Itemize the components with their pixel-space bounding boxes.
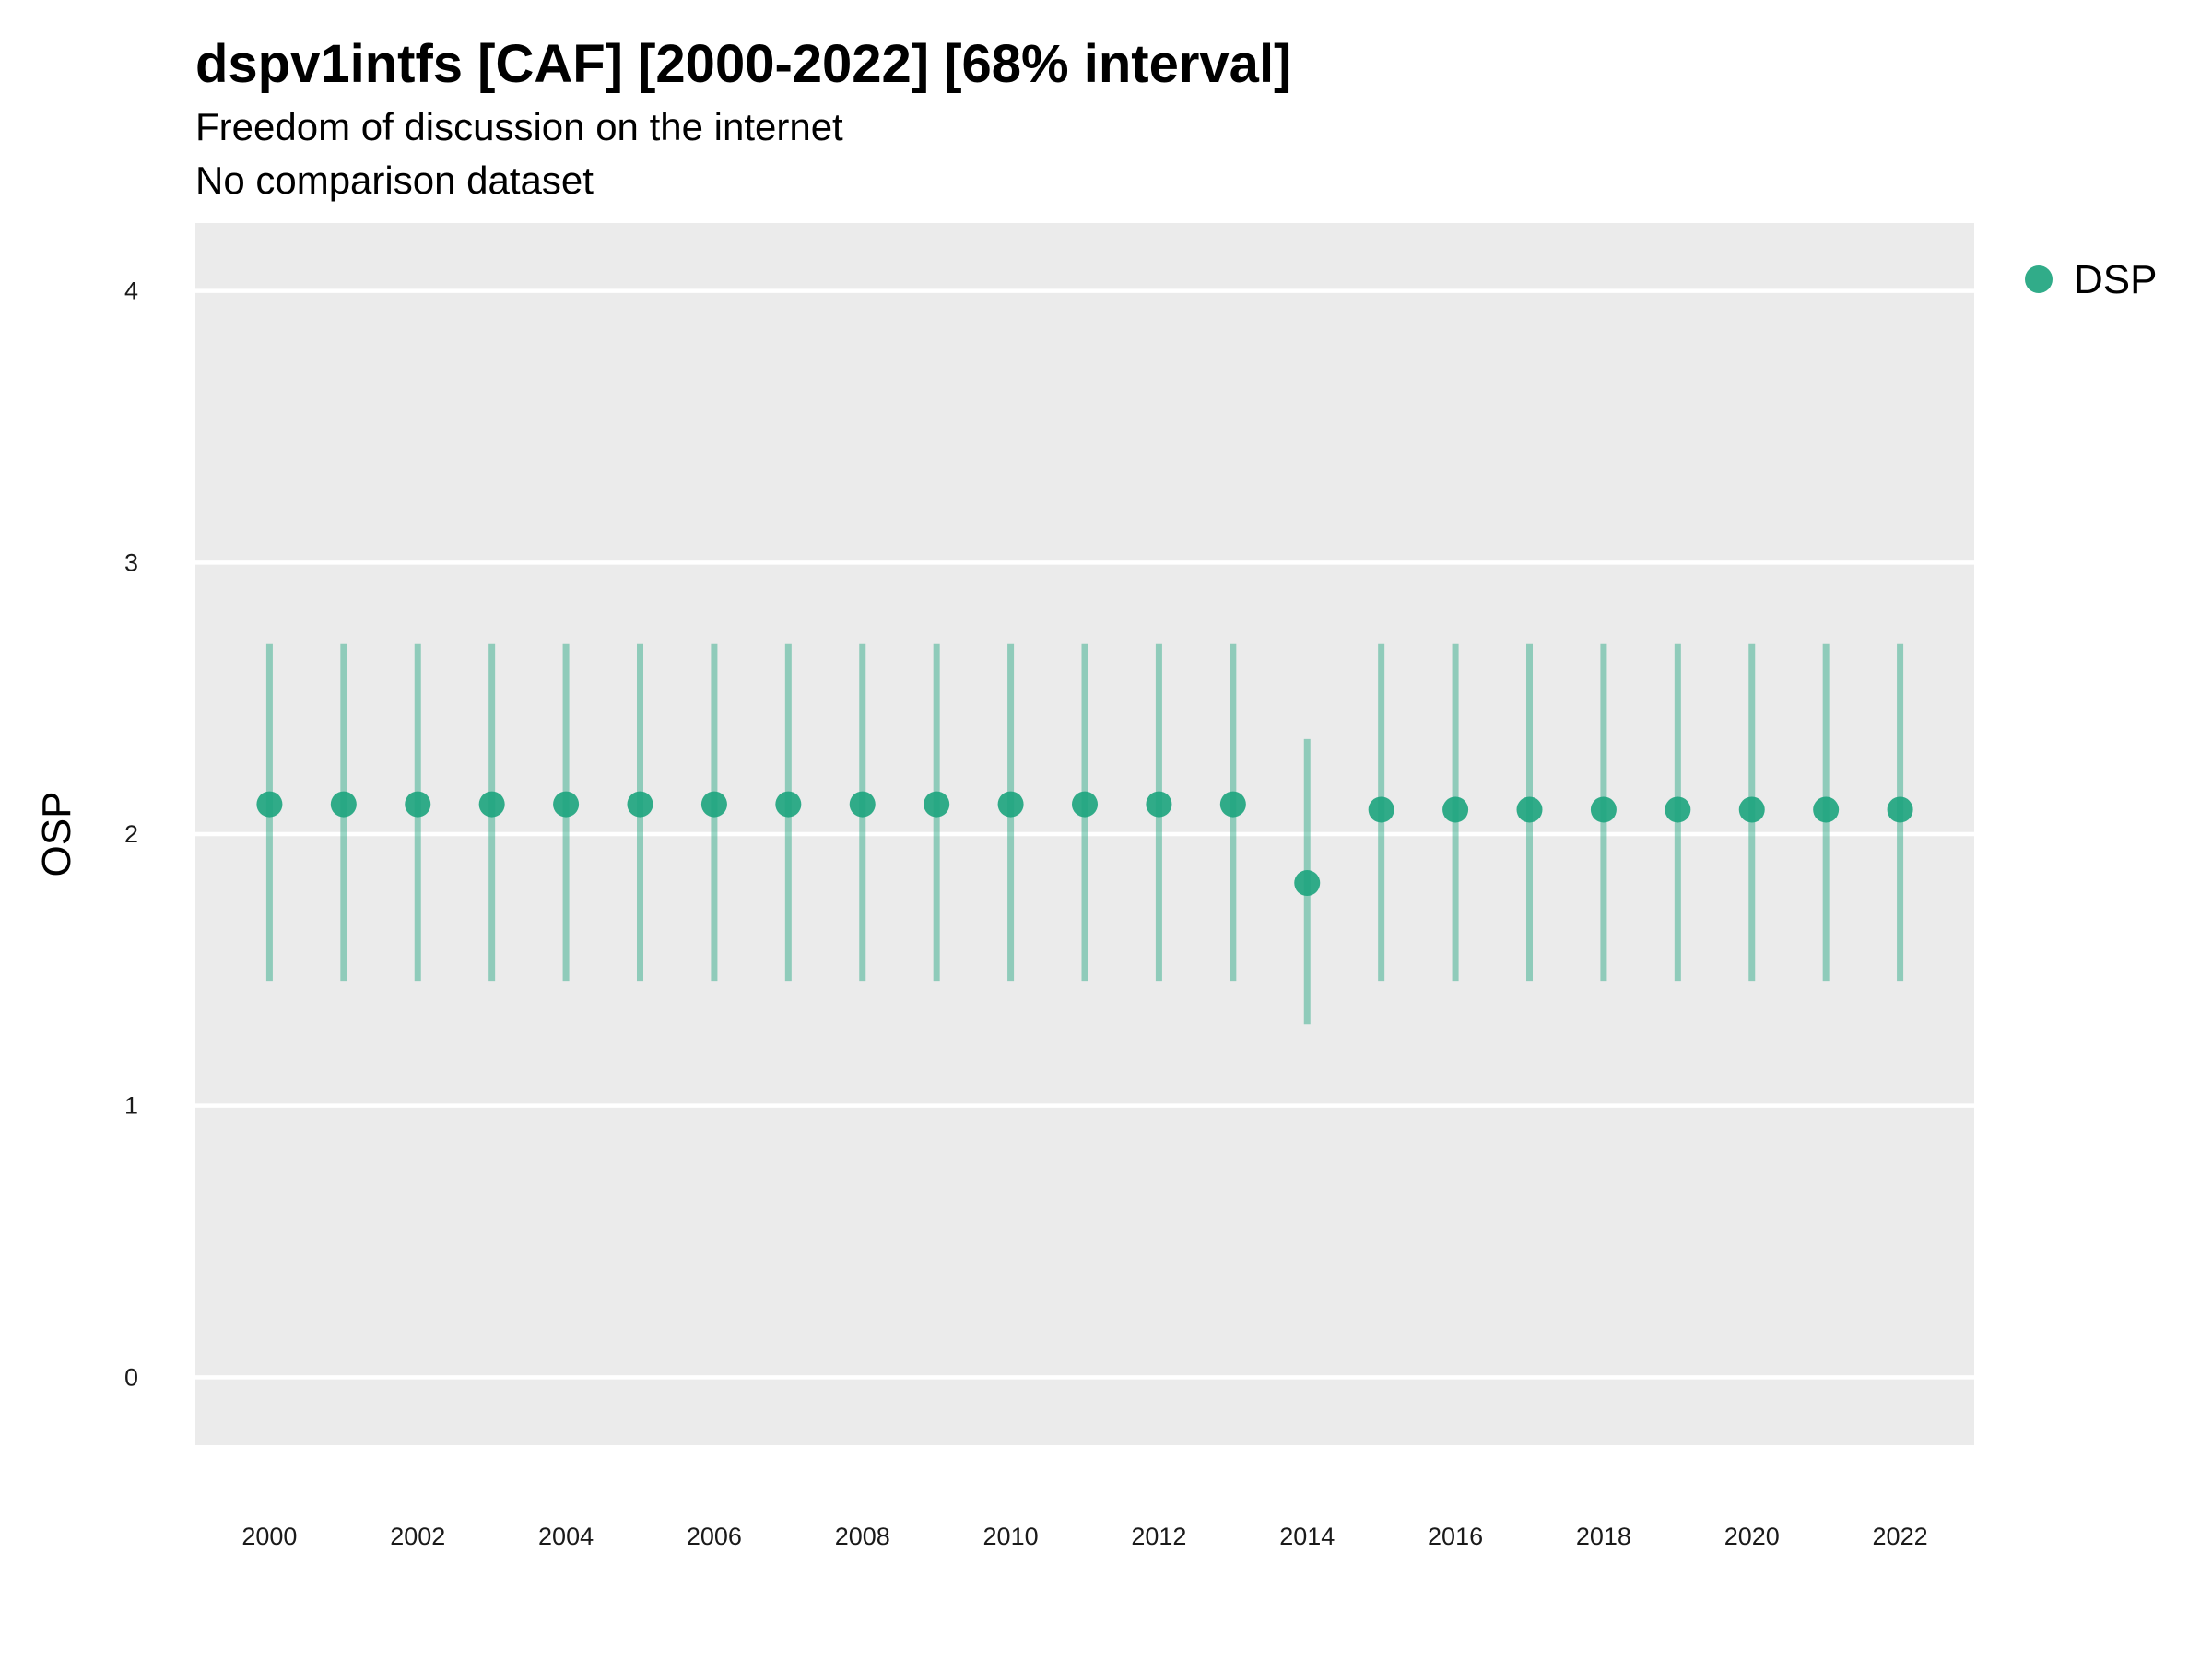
- data-point-2018: [1590, 796, 1617, 823]
- data-point-2003: [478, 791, 505, 818]
- chart-subtitle-secondary: No comparison dataset: [195, 159, 594, 202]
- data-point-2005: [627, 791, 653, 818]
- x-tick-label-2020: 2020: [1724, 1523, 1780, 1550]
- data-point-2010: [997, 791, 1024, 818]
- y-axis-label: OSP: [34, 792, 79, 877]
- x-tick-label-2012: 2012: [1131, 1523, 1186, 1550]
- y-tick-label-0: 0: [124, 1363, 138, 1391]
- data-point-2019: [1665, 796, 1691, 823]
- legend-marker-dsp: [2025, 265, 2053, 293]
- data-point-2020: [1738, 796, 1765, 823]
- legend: DSP: [2025, 257, 2157, 302]
- x-tick-label-2006: 2006: [687, 1523, 742, 1550]
- data-point-2011: [1072, 791, 1098, 818]
- x-tick-label-2008: 2008: [835, 1523, 890, 1550]
- data-point-2021: [1813, 796, 1840, 823]
- data-point-2012: [1146, 791, 1172, 818]
- x-tick-label-2010: 2010: [983, 1523, 1039, 1550]
- data-point-2022: [1887, 796, 1913, 823]
- x-tick-label-2002: 2002: [390, 1523, 445, 1550]
- x-axis-ticks: 2000 2002 2004 2006 2008 2010 2012 2014 2016 2018…: [241, 1523, 1927, 1550]
- data-point-2007: [775, 791, 802, 818]
- y-tick-label-4: 4: [124, 277, 138, 305]
- y-axis-ticks: 0 1 2 3 4: [124, 277, 138, 1392]
- data-point-2004: [553, 791, 580, 818]
- chart-title: dspv1intfs [CAF] [2000-2022] [68% interv…: [195, 34, 1292, 94]
- data-point-2013: [1219, 791, 1246, 818]
- legend-label-dsp: DSP: [2074, 257, 2157, 302]
- data-point-2016: [1442, 796, 1469, 823]
- x-tick-label-2022: 2022: [1873, 1523, 1928, 1550]
- data-point-2009: [924, 791, 950, 818]
- x-tick-label-2014: 2014: [1279, 1523, 1335, 1550]
- x-tick-label-2016: 2016: [1428, 1523, 1483, 1550]
- data-points: [256, 791, 1913, 897]
- data-point-2015: [1368, 796, 1394, 823]
- y-tick-label-3: 3: [124, 548, 138, 576]
- y-tick-label-2: 2: [124, 820, 138, 848]
- data-point-2001: [330, 791, 357, 818]
- x-tick-label-2004: 2004: [538, 1523, 594, 1550]
- data-point-2000: [256, 791, 283, 818]
- data-point-2002: [405, 791, 431, 818]
- y-tick-label-1: 1: [124, 1092, 138, 1120]
- data-point-2017: [1516, 796, 1543, 823]
- grid-lines: [195, 288, 1974, 1380]
- chart-subtitle: Freedom of discussion on the internet: [195, 105, 843, 148]
- data-point-2008: [849, 791, 876, 818]
- x-tick-label-2000: 2000: [241, 1523, 297, 1550]
- data-point-2006: [700, 791, 727, 818]
- x-tick-label-2018: 2018: [1576, 1523, 1631, 1550]
- data-point-2014: [1294, 870, 1321, 897]
